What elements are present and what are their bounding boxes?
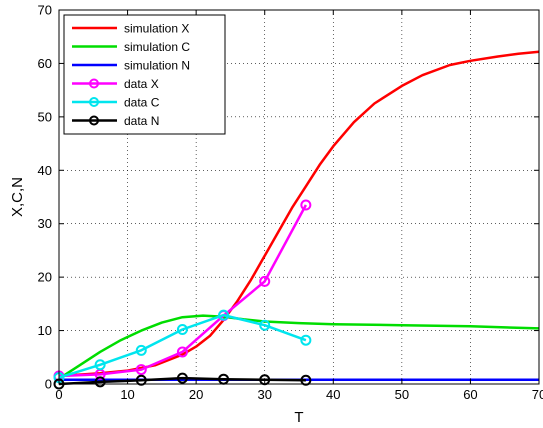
y-axis-label: X,C,N — [9, 177, 26, 217]
data-c-point — [218, 309, 230, 321]
legend-marker-data-x — [89, 78, 99, 89]
y-tick-label: 50 — [38, 109, 52, 124]
legend-label-simulation-x: simulation X — [124, 22, 189, 36]
plot-frame — [58, 9, 540, 385]
x-tick-label: 60 — [463, 387, 477, 402]
x-tick-label: 0 — [55, 387, 62, 402]
y-tick-label: 30 — [38, 216, 52, 231]
legend-label-data-n: data N — [124, 114, 159, 128]
data-x-point — [259, 275, 271, 287]
x-tick-label: 40 — [326, 387, 340, 402]
y-tick-label: 60 — [38, 56, 52, 71]
x-tick-label: 30 — [257, 387, 271, 402]
data-c-line — [58, 313, 307, 379]
legend-marker-data-c — [89, 97, 99, 107]
ticks: 0 10 20 30 40 50 60 70 0 10 20 30 40 50 60 70 — [38, 3, 543, 403]
data-x-point — [176, 346, 188, 358]
y-tick-label: 40 — [38, 163, 52, 178]
data-n-point — [176, 372, 188, 384]
x-tick-label: 50 — [395, 387, 409, 402]
legend: simulation X simulation C simulation N data… — [63, 14, 226, 135]
legend-label-simulation-c: simulation C — [124, 40, 190, 54]
legend-label-data-c: data C — [124, 96, 160, 110]
y-tick-label: 70 — [38, 3, 52, 18]
data-c-point — [135, 344, 147, 356]
legend-marker-data-n — [89, 115, 99, 126]
data-n-point — [300, 374, 312, 386]
y-tick-label: 20 — [38, 270, 52, 285]
y-tick-label: 0 — [45, 377, 52, 392]
data-n-point — [135, 374, 147, 386]
data-x-line — [58, 204, 308, 378]
data-x-point — [135, 364, 147, 376]
legend-box — [63, 14, 226, 135]
data-c-point — [176, 324, 188, 336]
simulation-x-line — [58, 50, 540, 378]
x-tick-label: 70 — [532, 387, 543, 402]
series-layer — [53, 50, 540, 390]
x-tick-label: 20 — [189, 387, 203, 402]
simulation-c-line — [58, 314, 540, 380]
legend-label-data-x: data X — [124, 77, 159, 91]
legend-label-simulation-n: simulation N — [124, 59, 190, 73]
x-axis-label: T — [294, 409, 303, 426]
data-x-point — [300, 199, 312, 211]
x-tick-label: 10 — [120, 387, 134, 402]
data-c-point — [259, 319, 271, 331]
data-c-point — [94, 359, 106, 371]
y-tick-label: 10 — [38, 323, 52, 338]
data-c-point — [300, 334, 312, 346]
data-n-point — [94, 376, 106, 388]
